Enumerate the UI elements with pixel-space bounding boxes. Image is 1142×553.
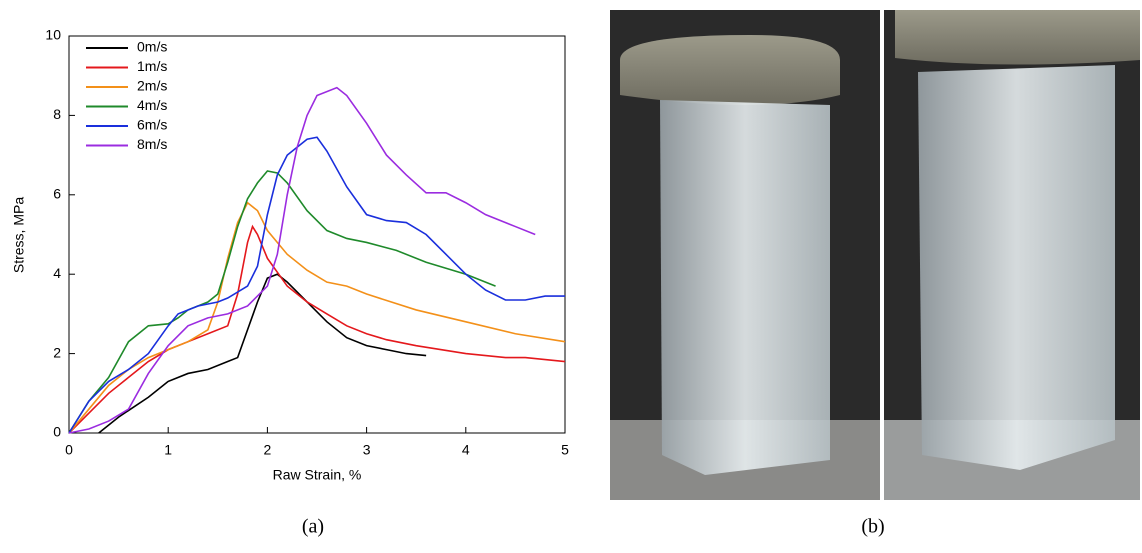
x-tick-label: 5 xyxy=(561,442,569,458)
legend-label: 4m/s xyxy=(137,97,167,113)
x-axis-label: Raw Strain, % xyxy=(273,467,362,483)
data-line xyxy=(68,201,566,434)
y-axis-label: Stress, MPa xyxy=(11,197,27,273)
photo xyxy=(610,10,1140,500)
panel-label: (b) xyxy=(861,516,884,538)
legend-label: 6m/s xyxy=(137,117,167,133)
x-tick-label: 0 xyxy=(65,442,73,458)
y-tick-label: 2 xyxy=(53,344,61,360)
legend-label: 0m/s xyxy=(137,39,167,55)
y-tick-label: 8 xyxy=(53,106,61,122)
legend-label: 1m/s xyxy=(137,58,167,74)
data-line xyxy=(68,86,536,434)
x-tick-label: 3 xyxy=(363,442,371,458)
legend-label: 8m/s xyxy=(137,136,167,152)
data-line xyxy=(68,136,565,434)
plot-frame xyxy=(68,35,566,434)
x-tick-label: 2 xyxy=(264,442,272,458)
y-tick-label: 6 xyxy=(53,186,61,202)
x-tick-label: 4 xyxy=(462,442,470,458)
panel-label: (a) xyxy=(302,516,324,538)
x-tick-label: 1 xyxy=(164,442,172,458)
y-tick-label: 4 xyxy=(53,265,61,281)
legend-label: 2m/s xyxy=(137,78,167,94)
data-line xyxy=(68,224,566,434)
data-line xyxy=(68,170,496,434)
y-tick-label: 0 xyxy=(53,424,61,440)
y-tick-label: 10 xyxy=(45,27,61,43)
